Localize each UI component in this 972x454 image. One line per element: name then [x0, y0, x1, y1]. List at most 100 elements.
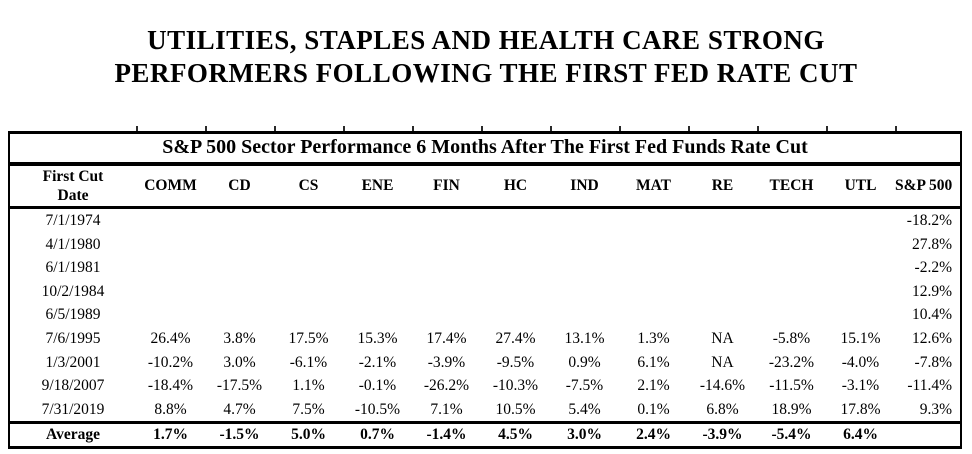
sp500-cell: -11.4%: [907, 377, 952, 395]
date-cell: 9/18/2007: [41, 377, 105, 395]
value-cell: [136, 280, 205, 304]
average-value-cell: 1.7%: [136, 421, 205, 447]
average-value-cell: 4.5%: [481, 421, 550, 447]
date-cell: 10/2/1984: [41, 282, 105, 300]
value-cell: 4.7%: [223, 400, 256, 418]
value-cell: [136, 303, 205, 327]
value-cell: 7.1%: [430, 400, 463, 418]
value-cell: [136, 208, 205, 233]
value-cell: -5.8%: [772, 329, 811, 347]
column-tick: [136, 126, 138, 131]
value-cell: 17.5%: [288, 329, 329, 347]
value-cell: -14.6%: [699, 377, 746, 395]
value-cell: -23.2%: [768, 353, 815, 371]
value-cell: [343, 256, 412, 280]
value-cell: [412, 208, 481, 233]
value-cell: -9.5%: [496, 353, 535, 371]
value-cell: [136, 233, 205, 257]
average-value-cell: 3.0%: [550, 421, 619, 447]
value-cell: [274, 280, 343, 304]
value-cell: [274, 208, 343, 233]
page-title-line2: PERFORMERS FOLLOWING THE FIRST FED RATE …: [114, 57, 858, 88]
sp500-cell: 12.9%: [911, 282, 952, 300]
value-cell: [757, 280, 826, 304]
column-tick: [895, 126, 897, 131]
value-cell: -10.2%: [147, 353, 194, 371]
column-tick: [205, 126, 207, 131]
value-cell: 18.9%: [771, 400, 812, 418]
average-value-cell: 2.4%: [619, 421, 688, 447]
header-row: First Cut Date COMM CD CS ENE FIN HC IND MAT RE T…: [10, 166, 960, 209]
sp500-cell: 12.6%: [911, 329, 952, 347]
value-cell: [619, 280, 688, 304]
average-value-cell: -1.5%: [205, 421, 274, 447]
table-row: 9/18/2007 -18.4% -17.5% 1.1% -0.1% -26.2% -10.…: [10, 374, 960, 398]
average-value-cell: -5.4%: [757, 421, 826, 447]
value-cell: 1.3%: [637, 329, 670, 347]
value-cell: 7.5%: [292, 400, 325, 418]
value-cell: [550, 256, 619, 280]
value-cell: [688, 303, 757, 327]
table-row: 1/3/2001 -10.2% 3.0% -6.1% -2.1% -3.9% -9.5% 0.…: [10, 351, 960, 375]
value-cell: 15.3%: [357, 329, 398, 347]
value-cell: [550, 280, 619, 304]
column-tick: [619, 126, 621, 131]
value-cell: [550, 303, 619, 327]
value-cell: 17.8%: [840, 400, 881, 418]
value-cell: 8.8%: [154, 400, 187, 418]
average-row: Average 1.7% -1.5% 5.0% 0.7% -1.4% 4.5% 3.0% 2.…: [10, 421, 960, 447]
value-cell: 1.1%: [292, 377, 325, 395]
value-cell: [481, 208, 550, 233]
column-tick: [757, 126, 759, 131]
value-cell: [619, 208, 688, 233]
value-cell: [481, 256, 550, 280]
column-header-comm: COMM: [136, 166, 205, 209]
value-cell: -7.5%: [565, 377, 604, 395]
value-cell: [688, 256, 757, 280]
value-cell: [757, 208, 826, 233]
column-header-hc: HC: [481, 166, 550, 209]
value-cell: [826, 256, 895, 280]
value-cell: [688, 208, 757, 233]
average-value-cell: 6.4%: [826, 421, 895, 447]
value-cell: [619, 256, 688, 280]
average-value-cell: 5.0%: [274, 421, 343, 447]
value-cell: [274, 303, 343, 327]
value-cell: 6.1%: [637, 353, 670, 371]
value-cell: -11.5%: [769, 377, 814, 395]
value-cell: NA: [711, 353, 734, 371]
value-cell: -18.4%: [147, 377, 194, 395]
average-value-cell: 0.7%: [343, 421, 412, 447]
value-cell: [205, 208, 274, 233]
value-cell: -2.1%: [358, 353, 397, 371]
table-row: 10/2/1984 12.9%: [10, 280, 960, 304]
value-cell: -3.1%: [841, 377, 880, 395]
column-header-ene: ENE: [343, 166, 412, 209]
average-value-cell: -1.4%: [412, 421, 481, 447]
value-cell: [619, 303, 688, 327]
sp500-cell: -2.2%: [914, 259, 952, 277]
value-cell: -6.1%: [289, 353, 328, 371]
value-cell: [205, 280, 274, 304]
column-header-tech: TECH: [757, 166, 826, 209]
table-row: 7/31/2019 8.8% 4.7% 7.5% -10.5% 7.1% 10.5% 5.4%…: [10, 398, 960, 423]
value-cell: [550, 208, 619, 233]
column-header-sp500: S&P 500: [895, 166, 960, 209]
value-cell: 0.1%: [637, 400, 670, 418]
column-header-first-cut-date-line2: Date: [57, 187, 89, 204]
column-header-cd: CD: [205, 166, 274, 209]
page-title: UTILITIES, STAPLES AND HEALTH CARE STRON…: [0, 24, 972, 90]
column-tick: [343, 126, 345, 131]
average-row-label: Average: [10, 421, 136, 447]
value-cell: [205, 233, 274, 257]
value-cell: [205, 256, 274, 280]
column-header-re: RE: [688, 166, 757, 209]
table-row: 7/1/1974 -18.2%: [10, 208, 960, 233]
date-cell: 7/31/2019: [41, 400, 105, 418]
column-header-mat: MAT: [619, 166, 688, 209]
value-cell: [688, 280, 757, 304]
value-cell: 5.4%: [568, 400, 601, 418]
value-cell: [826, 208, 895, 233]
value-cell: -3.9%: [427, 353, 466, 371]
date-cell: 1/3/2001: [45, 353, 101, 371]
